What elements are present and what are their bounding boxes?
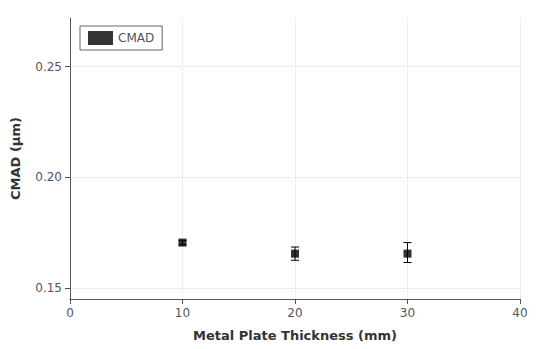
svg-text:20: 20	[287, 306, 302, 320]
svg-text:30: 30	[400, 306, 415, 320]
svg-text:Metal Plate Thickness (mm): Metal Plate Thickness (mm)	[193, 328, 397, 343]
svg-text:0.20: 0.20	[35, 170, 62, 184]
svg-text:0.15: 0.15	[35, 281, 62, 295]
svg-text:CMAD: CMAD	[118, 31, 154, 45]
svg-text:0.25: 0.25	[35, 60, 62, 74]
svg-text:10: 10	[175, 306, 190, 320]
svg-text:0: 0	[66, 306, 74, 320]
svg-text:40: 40	[512, 306, 527, 320]
svg-text:CMAD (μm): CMAD (μm)	[8, 117, 23, 200]
